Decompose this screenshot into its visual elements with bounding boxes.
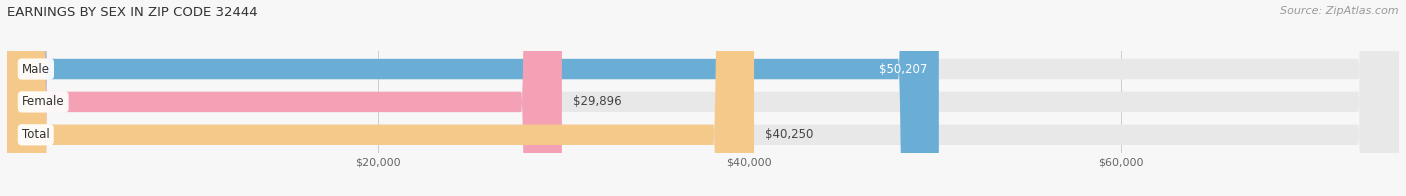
- Text: Female: Female: [22, 95, 65, 108]
- Text: $29,896: $29,896: [574, 95, 621, 108]
- FancyBboxPatch shape: [7, 0, 1399, 196]
- Text: $50,207: $50,207: [879, 63, 928, 75]
- Text: Male: Male: [22, 63, 49, 75]
- FancyBboxPatch shape: [7, 0, 754, 196]
- Text: Source: ZipAtlas.com: Source: ZipAtlas.com: [1281, 6, 1399, 16]
- FancyBboxPatch shape: [7, 0, 1399, 196]
- Text: EARNINGS BY SEX IN ZIP CODE 32444: EARNINGS BY SEX IN ZIP CODE 32444: [7, 6, 257, 19]
- FancyBboxPatch shape: [7, 0, 1399, 196]
- FancyBboxPatch shape: [7, 0, 562, 196]
- FancyBboxPatch shape: [7, 0, 939, 196]
- Text: Total: Total: [22, 128, 49, 141]
- Text: $40,250: $40,250: [765, 128, 814, 141]
